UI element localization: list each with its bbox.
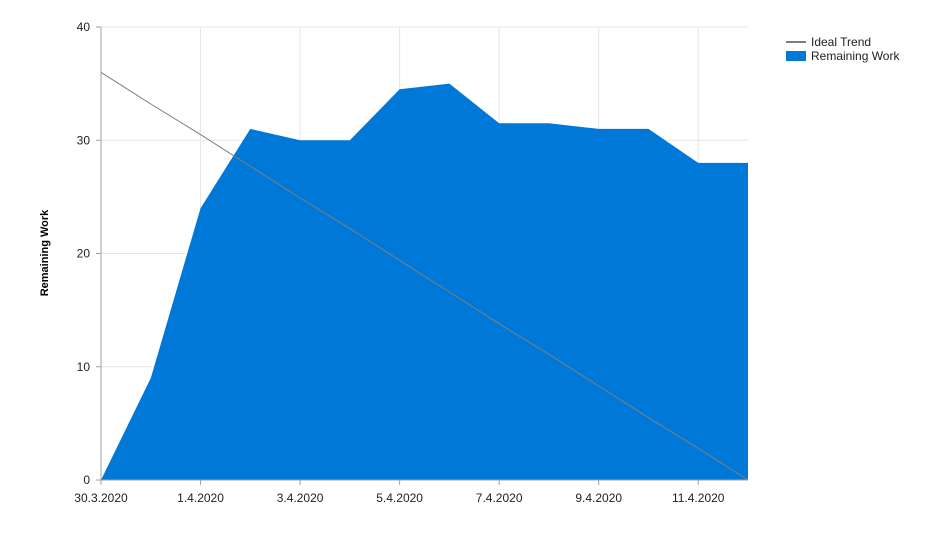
y-tick-label: 0 [83,473,90,487]
y-tick-label: 40 [77,20,91,34]
x-tick-label: 7.4.2020 [476,491,523,505]
x-tick-label: 9.4.2020 [575,491,622,505]
line-ideal-trend [100,71,749,481]
y-tick-label: 20 [77,247,91,261]
y-axis-label: Remaining Work [39,209,51,296]
y-tick-label: 30 [77,133,91,147]
legend: Ideal Trend Remaining Work [786,35,899,63]
y-tick-label: 10 [77,360,91,374]
legend-item-ideal-trend: Ideal Trend [786,35,899,49]
legend-swatch-ideal-trend [786,41,806,43]
x-tick-labels: 30.3.2020 1.4.2020 3.4.2020 5.4.2020 7.4.202… [74,480,725,505]
x-tick-label: 30.3.2020 [74,491,128,505]
x-tick-label: 1.4.2020 [177,491,224,505]
legend-label-ideal-trend: Ideal Trend [811,35,872,49]
series-remaining-work [101,83,748,480]
series-ideal-trend [100,71,749,481]
legend-swatch-remaining-work [786,51,806,61]
y-tick-labels: 0 10 20 30 40 [77,20,101,487]
area-remaining-work [101,83,748,480]
x-tick-label: 5.4.2020 [376,491,423,505]
legend-label-remaining-work: Remaining Work [811,49,900,63]
x-tick-label: 3.4.2020 [277,491,324,505]
x-tick-label: 11.4.2020 [672,491,725,505]
legend-item-remaining-work: Remaining Work [786,49,899,63]
